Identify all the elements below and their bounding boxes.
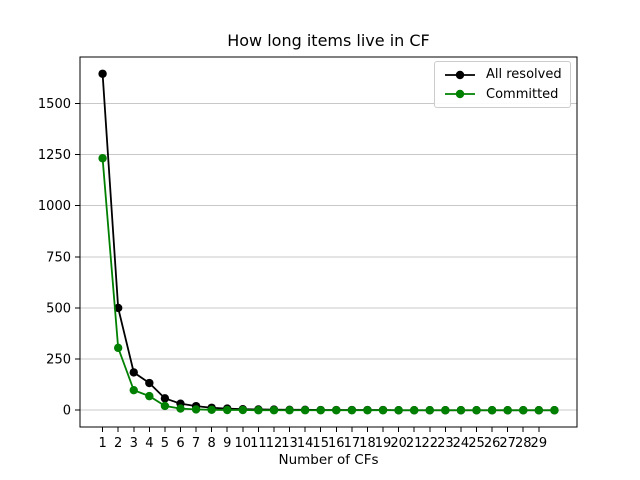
x-tick-label: 20: [390, 436, 407, 451]
data-point-all-resolved: [129, 368, 138, 377]
data-point-committed: [487, 406, 497, 415]
legend-sample-all-resolved: [445, 70, 475, 79]
legend-label-committed: Committed: [486, 86, 559, 102]
y-tick-label: 0: [63, 404, 71, 419]
data-point-committed: [534, 406, 544, 415]
data-point-committed: [113, 343, 123, 353]
x-tick-label: 24: [453, 436, 470, 451]
x-tick-label: 13: [281, 436, 298, 451]
data-point-committed: [238, 405, 248, 415]
data-point-committed: [98, 154, 107, 163]
data-point-committed: [129, 385, 138, 395]
legend: All resolved Committed: [434, 61, 571, 108]
legend-label-all-resolved: All resolved: [486, 67, 562, 83]
x-tick-label: 1: [98, 436, 106, 451]
y-tick-label: 250: [46, 353, 71, 368]
x-tick-label: 2: [114, 436, 122, 451]
y-tick-label: 500: [46, 301, 71, 316]
data-point-committed: [160, 401, 170, 411]
x-tick-label: 17: [344, 436, 361, 451]
data-point-committed: [300, 406, 310, 415]
data-point-committed: [425, 406, 434, 415]
data-point-all-resolved: [145, 378, 154, 388]
x-tick-label: 29: [531, 436, 548, 451]
legend-sample-marker: [455, 90, 465, 99]
x-tick-label: 9: [223, 436, 231, 451]
chart-title: How long items live in CF: [227, 31, 430, 50]
data-point-all-resolved: [160, 394, 170, 403]
x-tick-label: 15: [312, 436, 329, 451]
data-point-committed: [378, 406, 388, 415]
data-point-committed: [332, 406, 341, 415]
data-point-committed: [456, 406, 466, 415]
data-point-committed: [503, 406, 512, 415]
data-point-committed: [285, 406, 294, 415]
data-point-committed: [223, 405, 232, 415]
legend-sample-marker: [455, 70, 465, 79]
x-axis-label: Number of CFs: [278, 452, 379, 468]
data-point-committed: [519, 406, 528, 415]
data-point-committed: [472, 406, 481, 415]
data-point-committed: [269, 406, 279, 415]
data-point-committed: [254, 406, 263, 415]
x-tick-label: 3: [130, 436, 138, 451]
y-tick-label: 1000: [38, 199, 71, 214]
x-tick-label: 21: [406, 436, 423, 451]
data-point-all-resolved: [113, 303, 123, 313]
data-point-committed: [347, 406, 357, 415]
data-point-committed: [316, 406, 325, 415]
x-tick-label: 10: [235, 436, 252, 451]
axes-frame: [79, 56, 578, 428]
x-tick-label: 25: [468, 436, 485, 451]
x-tick-label: 5: [161, 436, 169, 451]
x-tick-label: 14: [297, 436, 314, 451]
series-line-all-resolved: [101, 73, 555, 412]
x-tick-label: 7: [192, 436, 200, 451]
x-tick-label: 19: [375, 436, 392, 451]
legend-item-all-resolved: All resolved: [444, 65, 566, 85]
data-point-committed: [363, 406, 372, 415]
data-point-committed: [207, 405, 216, 415]
x-tick-label: 18: [359, 436, 376, 451]
data-point-all-resolved: [98, 69, 107, 78]
x-tick-label: 11: [250, 436, 267, 451]
x-tick-label: 26: [484, 436, 501, 451]
data-point-committed: [191, 405, 201, 414]
x-tick-label: 23: [437, 436, 454, 451]
x-tick-label: 27: [499, 436, 516, 451]
series-line-committed: [101, 158, 555, 412]
x-tick-label: 12: [266, 436, 283, 451]
x-tick-label: 6: [176, 436, 184, 451]
y-tick-label: 1250: [38, 148, 71, 163]
legend-sample-committed: [445, 90, 475, 99]
x-tick-label: 28: [515, 436, 532, 451]
data-point-committed: [441, 406, 450, 415]
x-tick-label: 16: [328, 436, 345, 451]
data-point-committed: [394, 406, 403, 415]
data-point-committed: [176, 404, 185, 413]
x-tick-label: 4: [145, 436, 153, 451]
data-point-committed: [145, 391, 154, 401]
y-tick-label: 750: [46, 250, 71, 265]
legend-item-committed: Committed: [444, 85, 566, 105]
data-point-committed: [409, 406, 419, 415]
x-tick-label: 8: [208, 436, 216, 451]
x-tick-label: 22: [421, 436, 438, 451]
data-point-committed: [550, 406, 559, 415]
y-tick-label: 1500: [38, 97, 71, 112]
